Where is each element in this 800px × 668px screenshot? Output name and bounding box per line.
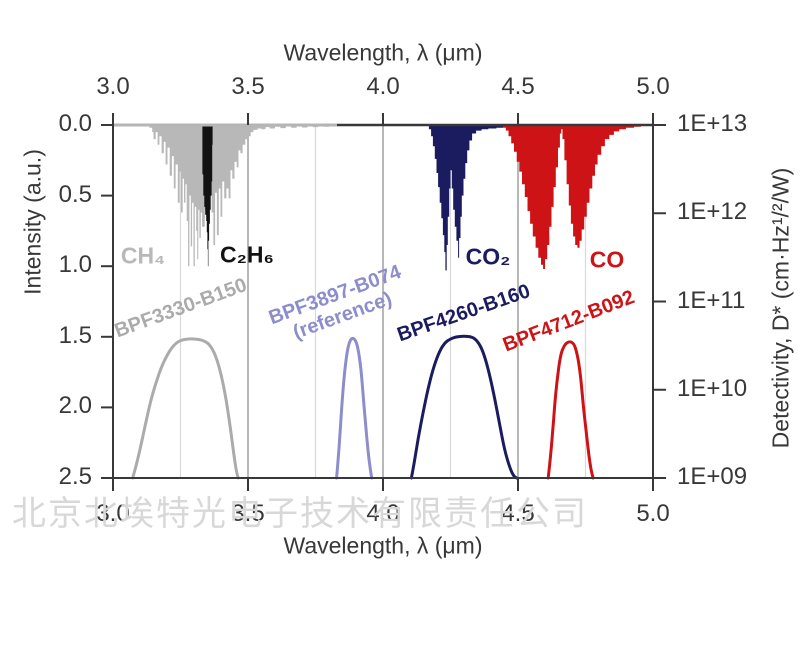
filter-curve-bpf4712-b092 — [546, 340, 595, 480]
absorption-band-co2 — [428, 125, 504, 271]
filter-curve-bpf3330-b150 — [131, 337, 240, 480]
filter-curve-bpf4260-b160 — [409, 334, 519, 480]
absorption-band-ch4 — [149, 125, 338, 267]
absorption-band-c2h6 — [202, 125, 213, 267]
right-y-axis-title: Detectivity, D* (cm·Hz¹/²/W) — [767, 167, 794, 449]
top-x-axis-title: Wavelength, λ (μm) — [283, 39, 483, 66]
absorption-band-co — [503, 125, 641, 269]
filter-curve-bpf3897-b074 — [335, 336, 374, 480]
left-y-axis-title: Intensity (a.u.) — [19, 149, 46, 295]
gas-label-ch4: CH₄ — [120, 242, 166, 269]
bottom-x-axis-title: Wavelength, λ (μm) — [283, 532, 483, 559]
gas-label-c2h6: C₂H₆ — [220, 241, 274, 268]
watermark-text: 北京北埃特光电子技术有限责任公司 — [12, 495, 588, 533]
gas-label-co: CO — [589, 246, 625, 273]
gas-label-co2: CO₂ — [465, 243, 511, 270]
